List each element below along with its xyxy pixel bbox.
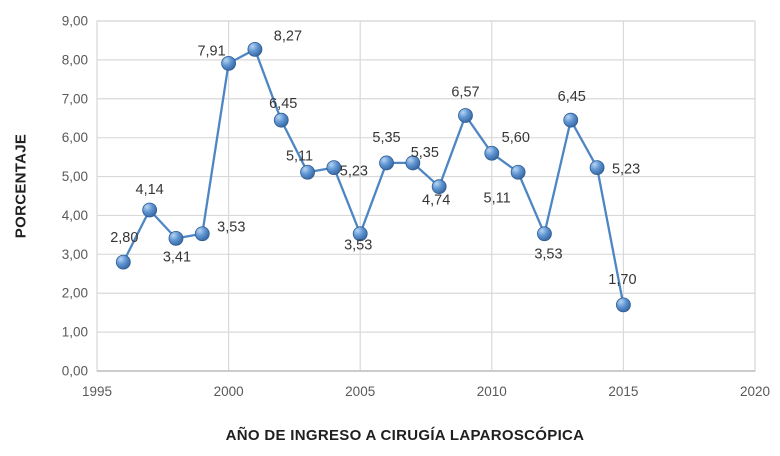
data-label: 5,60 [502,130,530,146]
data-label: 5,11 [484,190,511,206]
data-point [379,155,394,171]
data-label: 3,53 [217,220,245,236]
data-point [115,254,131,270]
x-axis-title: AÑO DE INGRESO A CIRUGÍA LAPAROSCÓPICA [225,427,585,444]
data-label: 4,74 [422,193,450,209]
data-point [616,297,631,313]
data-label: 6,57 [451,85,479,101]
data-point [194,226,210,242]
data-point [484,145,500,161]
y-tick-label: 3,00 [62,247,88,262]
data-point [273,112,289,128]
data-label: 1,70 [608,272,636,288]
data-label: 8,27 [274,28,302,44]
data-label: 2,80 [110,230,138,246]
data-point [563,112,579,128]
data-point [352,226,368,242]
y-tick-label: 9,00 [62,14,88,29]
data-label: 5,35 [411,145,439,161]
data-label: 4,14 [136,182,164,198]
data-label: 5,35 [372,130,400,146]
data-label: 7,91 [197,43,225,59]
data-point [405,155,421,171]
y-tick-label: 2,00 [62,286,88,301]
y-tick-label: 6,00 [62,130,88,145]
data-point [247,41,263,57]
x-tick-label: 2015 [608,384,638,399]
data-label: 6,45 [558,89,586,105]
y-axis-title: PORCENTAJE [12,133,30,239]
data-point [431,179,447,195]
data-point [458,108,473,123]
series-line [122,48,625,307]
data-point [142,202,158,218]
data-label: 5,23 [340,164,368,180]
data-point [168,230,184,246]
x-tick-label: 2020 [740,384,770,399]
y-tick-label: 0,00 [62,364,88,379]
y-tick-label: 4,00 [62,208,88,223]
y-tick-label: 1,00 [62,325,88,340]
y-tick-label: 8,00 [62,52,88,67]
y-tick-label: 5,00 [62,169,88,184]
data-label: 6,45 [269,96,297,112]
data-point [510,164,526,180]
data-point [589,160,605,176]
data-point [326,160,342,176]
data-point [221,55,237,71]
y-tick-label: 7,00 [62,91,88,106]
x-tick-label: 2005 [345,384,375,399]
x-tick-label: 2010 [477,384,507,399]
data-point [537,226,552,242]
data-label: 3,53 [344,238,372,254]
data-label: 3,41 [163,249,191,265]
data-point [300,164,315,180]
data-label: 3,53 [534,247,562,263]
data-label: 5,11 [286,148,313,164]
x-tick-label: 1995 [82,384,112,399]
data-label: 5,23 [612,162,640,178]
x-tick-label: 2000 [214,384,244,399]
